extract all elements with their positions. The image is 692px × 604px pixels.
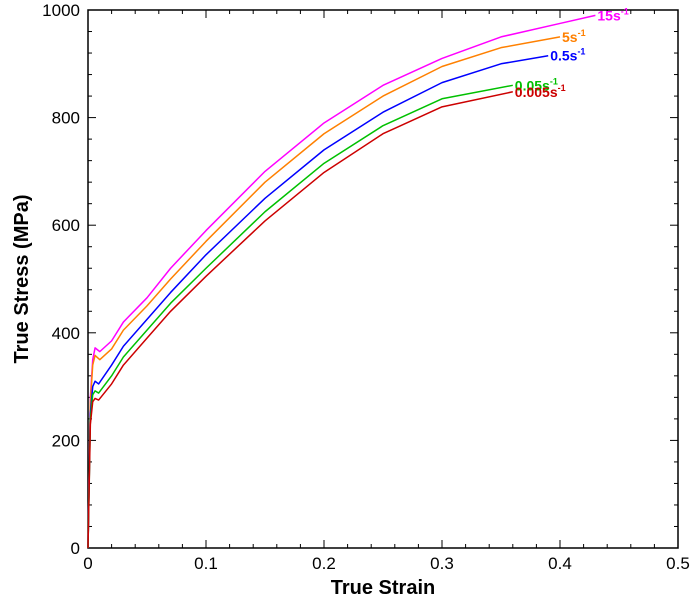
x-tick-label: 0.5 [666, 554, 690, 573]
series-label-sup: -1 [621, 6, 629, 16]
series-label-main: 0.5s [550, 48, 577, 64]
series-label: 0.5s-1 [550, 47, 585, 64]
x-tick-label: 0.2 [312, 554, 336, 573]
series-line [87, 91, 513, 549]
series-label-main: 15s [597, 7, 621, 23]
series-line [87, 54, 549, 549]
x-tick-label: 0.4 [548, 554, 572, 573]
series-label-sup: -1 [578, 28, 586, 38]
y-tick-label: 0 [71, 539, 80, 558]
series-label-main: 0.005s [515, 84, 558, 100]
series-label-sup: -1 [558, 83, 566, 93]
plot-frame [87, 9, 679, 549]
y-axis-title: True Stress (MPa) [11, 195, 33, 364]
series-line [87, 14, 596, 549]
y-tick-label: 800 [52, 109, 80, 128]
series-label: 0.05s-1 [515, 76, 558, 93]
series-label-sup: -1 [577, 47, 585, 57]
x-tick-label: 0.3 [430, 554, 454, 573]
x-tick-label: 0 [83, 554, 92, 573]
y-tick-label: 600 [52, 216, 80, 235]
y-tick-label: 1000 [42, 1, 80, 20]
series-line [87, 84, 513, 549]
series-label: 0.005s-1 [515, 83, 566, 100]
series-label-main: 5s [562, 29, 578, 45]
x-axis-title: True Strain [331, 577, 435, 599]
y-tick-label: 400 [52, 324, 80, 343]
series-label-main: 0.05s [515, 77, 550, 93]
y-tick-label: 200 [52, 431, 80, 450]
x-tick-label: 0.1 [194, 554, 218, 573]
plot-border [87, 9, 679, 549]
series-label: 5s-1 [562, 28, 586, 45]
x-axis: 0 0.1 0.2 0.3 0.4 0.5 [83, 10, 690, 573]
series-label: 15s-1 [597, 6, 628, 23]
series-line [87, 36, 561, 549]
y-axis: 0 200 400 600 800 1000 [42, 1, 678, 558]
series-lines [87, 14, 596, 549]
series-labels: 15s-15s-10.5s-10.05s-10.005s-1 [515, 6, 629, 99]
series-label-sup: -1 [550, 76, 558, 86]
